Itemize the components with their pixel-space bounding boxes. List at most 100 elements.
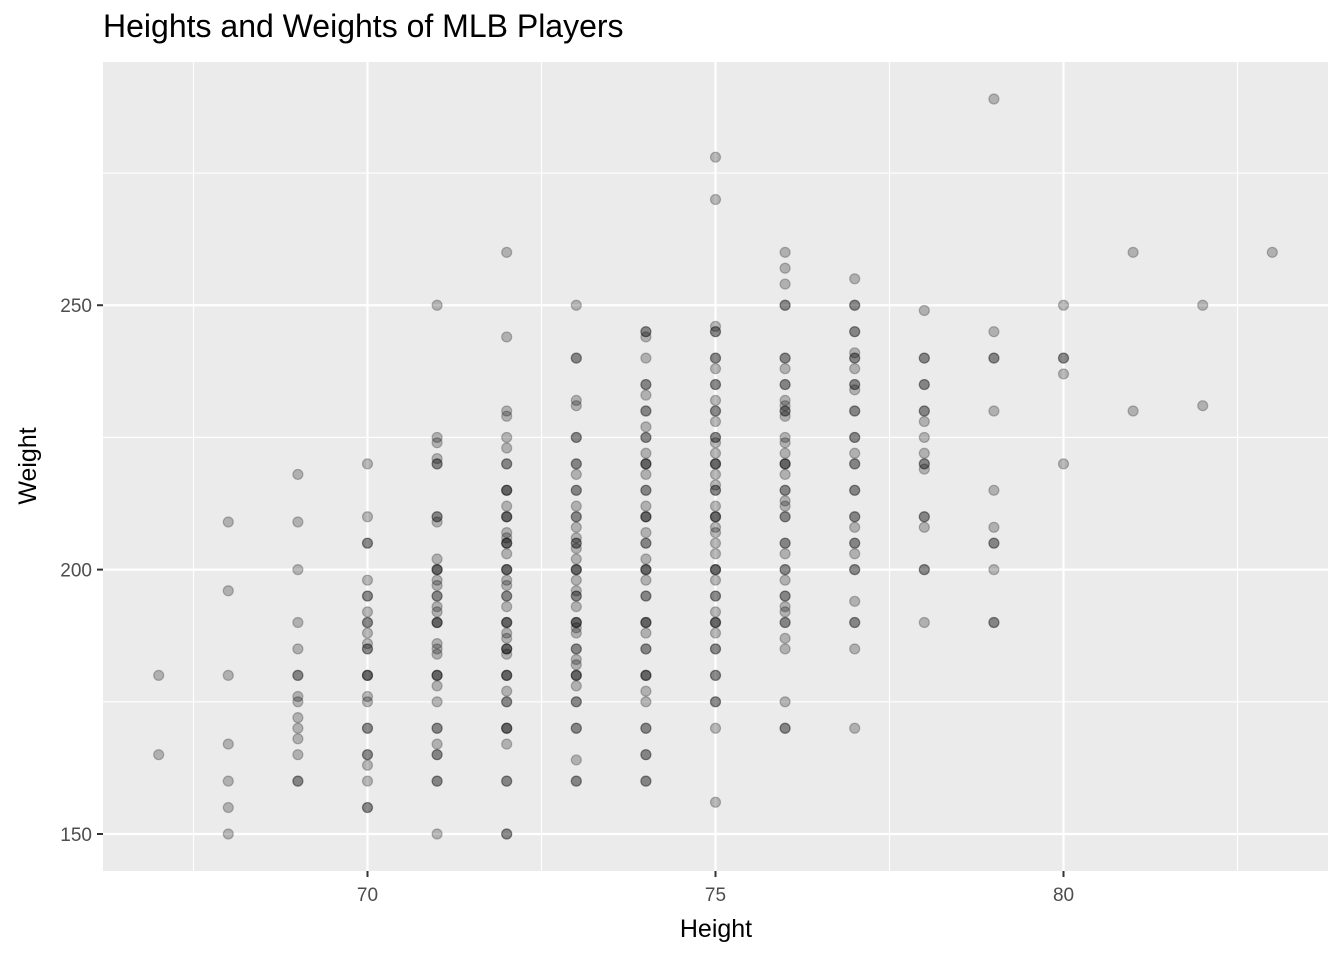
data-point (570, 431, 582, 444)
data-point (501, 564, 513, 576)
data-point (709, 352, 722, 364)
data-point (361, 749, 374, 761)
data-point (779, 548, 791, 560)
data-point (988, 405, 1000, 417)
data-point (431, 775, 443, 787)
data-point (709, 696, 722, 708)
data-point (640, 458, 652, 470)
data-point (501, 579, 513, 592)
x-tick-label: 70 (357, 885, 378, 906)
data-point (709, 378, 722, 391)
data-point (779, 447, 791, 459)
data-point (431, 722, 443, 734)
data-point (431, 680, 443, 692)
data-point (709, 378, 722, 391)
data-point (779, 590, 791, 602)
data-point (640, 405, 652, 417)
data-point (709, 458, 722, 470)
data-point (640, 564, 652, 576)
data-point (431, 669, 443, 681)
data-point (849, 299, 861, 311)
data-point (431, 564, 443, 576)
data-point (709, 616, 722, 629)
data-point (501, 775, 513, 787)
data-point (431, 516, 443, 528)
data-point (570, 775, 582, 787)
data-point (849, 363, 861, 375)
data-point (501, 331, 513, 343)
data-point (292, 516, 304, 528)
data-point (640, 749, 652, 761)
data-point (570, 352, 582, 364)
data-point (849, 511, 861, 523)
data-point (501, 669, 513, 681)
data-point (779, 484, 791, 496)
data-point (779, 484, 791, 496)
data-point (640, 511, 652, 523)
data-point (222, 775, 234, 787)
data-point (918, 447, 930, 459)
data-point (918, 415, 930, 428)
data-point (709, 352, 722, 364)
data-point (570, 680, 582, 692)
data-point (501, 601, 513, 613)
data-point (640, 511, 652, 523)
data-point (570, 537, 582, 549)
data-point (709, 606, 722, 618)
data-point (988, 326, 1000, 338)
data-point (709, 511, 722, 523)
data-point (709, 405, 722, 417)
data-point (501, 405, 513, 417)
data-point (361, 643, 374, 655)
data-point (640, 405, 652, 417)
data-point (501, 564, 513, 576)
data-point (849, 643, 861, 655)
data-points (153, 93, 1278, 840)
data-point (709, 511, 722, 523)
data-point (849, 405, 861, 417)
data-point (779, 378, 791, 391)
data-point (431, 606, 443, 618)
data-point (501, 648, 513, 660)
data-point (640, 775, 652, 787)
data-point (779, 722, 791, 734)
data-point (849, 299, 861, 311)
data-point (501, 738, 513, 750)
data-point (431, 553, 443, 565)
data-point (501, 722, 513, 734)
data-point (570, 601, 582, 613)
data-point (640, 616, 652, 629)
data-point (918, 378, 930, 391)
data-point (431, 648, 443, 660)
data-point (640, 378, 652, 391)
data-point (640, 378, 652, 391)
data-point (918, 564, 930, 576)
data-point (779, 564, 791, 576)
data-point (640, 749, 652, 761)
data-point (501, 431, 513, 444)
data-point (640, 389, 652, 401)
data-point (640, 669, 652, 681)
data-point (709, 193, 722, 206)
x-tick-label: 75 (705, 885, 726, 906)
data-point (640, 526, 652, 539)
data-point (361, 458, 374, 470)
data-point (640, 484, 652, 496)
data-point (640, 511, 652, 523)
data-point (640, 685, 652, 697)
data-point (849, 537, 861, 549)
data-point (849, 352, 861, 364)
data-point (570, 574, 582, 586)
data-point (431, 511, 443, 523)
y-axis: 150 200 250 (60, 296, 103, 846)
data-point (501, 632, 513, 644)
data-point (779, 262, 791, 274)
data-point (1197, 400, 1209, 412)
y-tick-label: 250 (60, 296, 92, 317)
data-point (501, 410, 513, 422)
data-point (988, 616, 1000, 629)
data-point (918, 458, 930, 470)
data-point (431, 643, 443, 655)
data-point (640, 564, 652, 576)
data-point (709, 431, 722, 444)
